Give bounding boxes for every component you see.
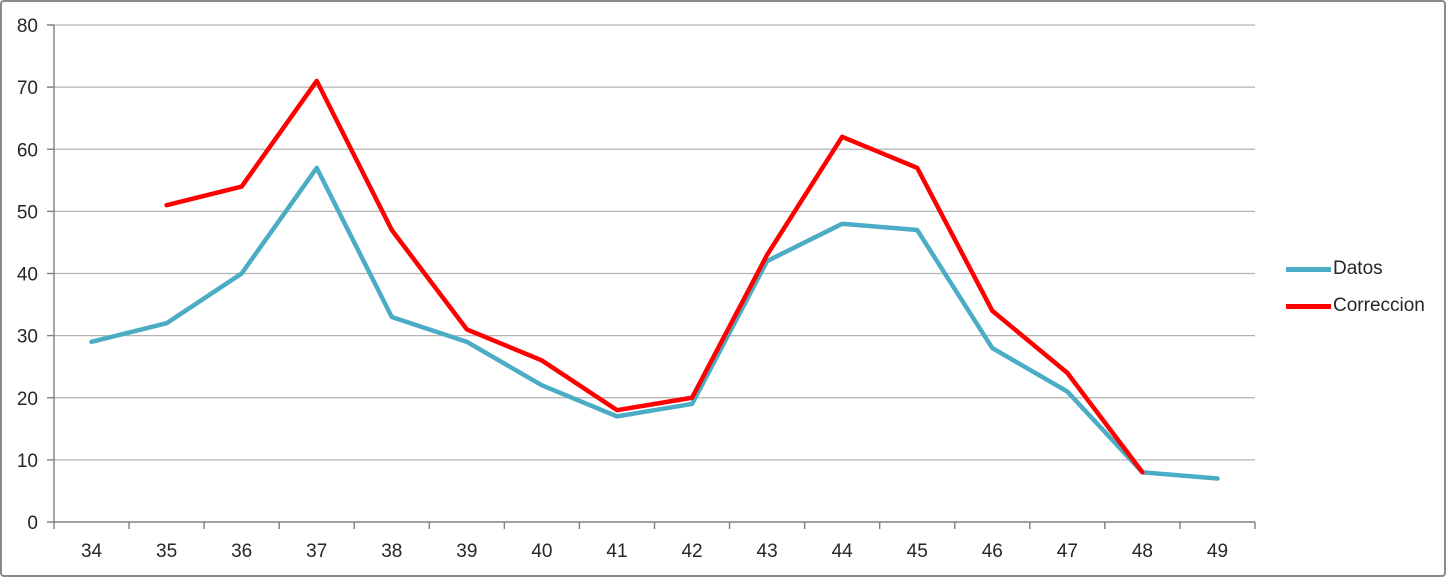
y-tick-label-40: 40: [17, 265, 38, 286]
y-tick-label-60: 60: [17, 140, 38, 161]
y-tick-label-80: 80: [17, 16, 38, 37]
x-tick-label-39: 39: [456, 541, 477, 562]
y-tick-label-20: 20: [17, 389, 38, 410]
legend-label-datos: Datos: [1333, 258, 1383, 279]
series-line-datos: [89, 165, 1220, 481]
x-tick-label-49: 49: [1207, 541, 1228, 562]
x-tick-label-45: 45: [907, 541, 928, 562]
y-tick-label-0: 0: [27, 513, 38, 534]
y-tick-label-70: 70: [17, 78, 38, 99]
x-tick-label-43: 43: [757, 541, 778, 562]
x-tick-label-41: 41: [606, 541, 627, 562]
legend-swatch-correccion: [1286, 303, 1331, 309]
x-tick-label-38: 38: [381, 541, 402, 562]
y-axis-labels: 0 10 20 30 40 50 60 70 80: [17, 16, 38, 534]
x-tick-label-46: 46: [982, 541, 1003, 562]
x-tick-label-40: 40: [531, 541, 552, 562]
chart-legend: Datos Correccion: [1286, 257, 1425, 331]
legend-label-correccion: Correccion: [1333, 295, 1425, 316]
legend-item-correccion: Correccion: [1286, 294, 1425, 318]
x-axis-labels: 34 35 36 37 38 39 40 41 42 43 44 45 46 47 48 49: [81, 541, 1228, 562]
x-tick-label-36: 36: [231, 541, 252, 562]
y-tick-label-30: 30: [17, 327, 38, 348]
y-tick-label-10: 10: [17, 451, 38, 472]
x-tick-label-37: 37: [306, 541, 327, 562]
x-tick-label-48: 48: [1132, 541, 1153, 562]
x-tick-label-44: 44: [832, 541, 854, 562]
y-tick-label-50: 50: [17, 202, 38, 223]
series-line-correccion: [164, 78, 1145, 475]
x-tick-label-34: 34: [81, 541, 103, 562]
x-tick-label-47: 47: [1057, 541, 1078, 562]
x-tick-label-42: 42: [681, 541, 702, 562]
axes: [47, 24, 1256, 529]
legend-swatch-datos: [1286, 266, 1331, 272]
y-gridlines: [54, 24, 1255, 461]
legend-item-datos: Datos: [1286, 257, 1425, 281]
x-tick-label-35: 35: [156, 541, 177, 562]
